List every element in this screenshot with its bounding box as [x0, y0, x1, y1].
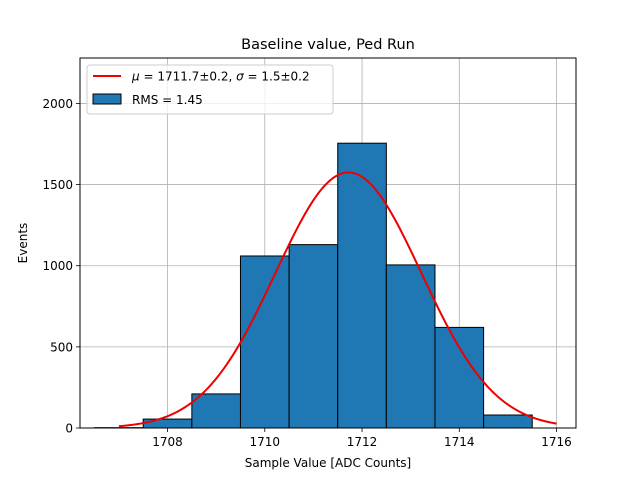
x-tick-label: 1712 — [347, 435, 378, 449]
x-tick-label: 1710 — [250, 435, 281, 449]
legend-box — [86, 64, 334, 115]
chart-title: Baseline value, Ped Run — [241, 37, 415, 53]
histogram-bar — [142, 418, 193, 429]
histogram-bar — [385, 264, 436, 429]
y-tick-label: 1500 — [42, 178, 73, 192]
plot-frame — [79, 57, 577, 429]
x-tick-label: 1716 — [541, 435, 572, 449]
legend: μ = 1711.7±0.2, σ = 1.5±0.2 RMS = 1.45 — [86, 64, 334, 115]
y-axis-label: Events — [16, 223, 30, 264]
y-tick-label: 500 — [50, 340, 73, 354]
y-axis-ticks: 0 500 1000 1500 2000 — [42, 97, 80, 436]
y-tick-label: 1000 — [42, 259, 73, 273]
histogram-bar — [337, 142, 387, 429]
histogram-bars — [94, 142, 533, 429]
histogram-bar — [483, 414, 533, 429]
histogram-bar — [288, 244, 339, 429]
histogram-bar — [191, 393, 241, 429]
x-axis-ticks: 1708 1710 1712 1714 1716 — [152, 428, 572, 449]
y-tick-label: 2000 — [42, 97, 73, 111]
x-tick-label: 1708 — [152, 435, 183, 449]
x-tick-label: 1714 — [444, 435, 475, 449]
legend-fit-label: μ = 1711.7±0.2, σ = 1.5±0.2 — [131, 70, 310, 84]
x-axis-label: Sample Value [ADC Counts] — [245, 456, 411, 470]
legend-histogram-swatch — [92, 93, 122, 105]
histogram-bar — [239, 255, 290, 429]
gaussian-fit-curve — [118, 171, 557, 428]
y-tick-label: 0 — [65, 422, 73, 436]
legend-histogram-label: RMS = 1.45 — [132, 93, 203, 107]
histogram-bar — [434, 326, 485, 429]
